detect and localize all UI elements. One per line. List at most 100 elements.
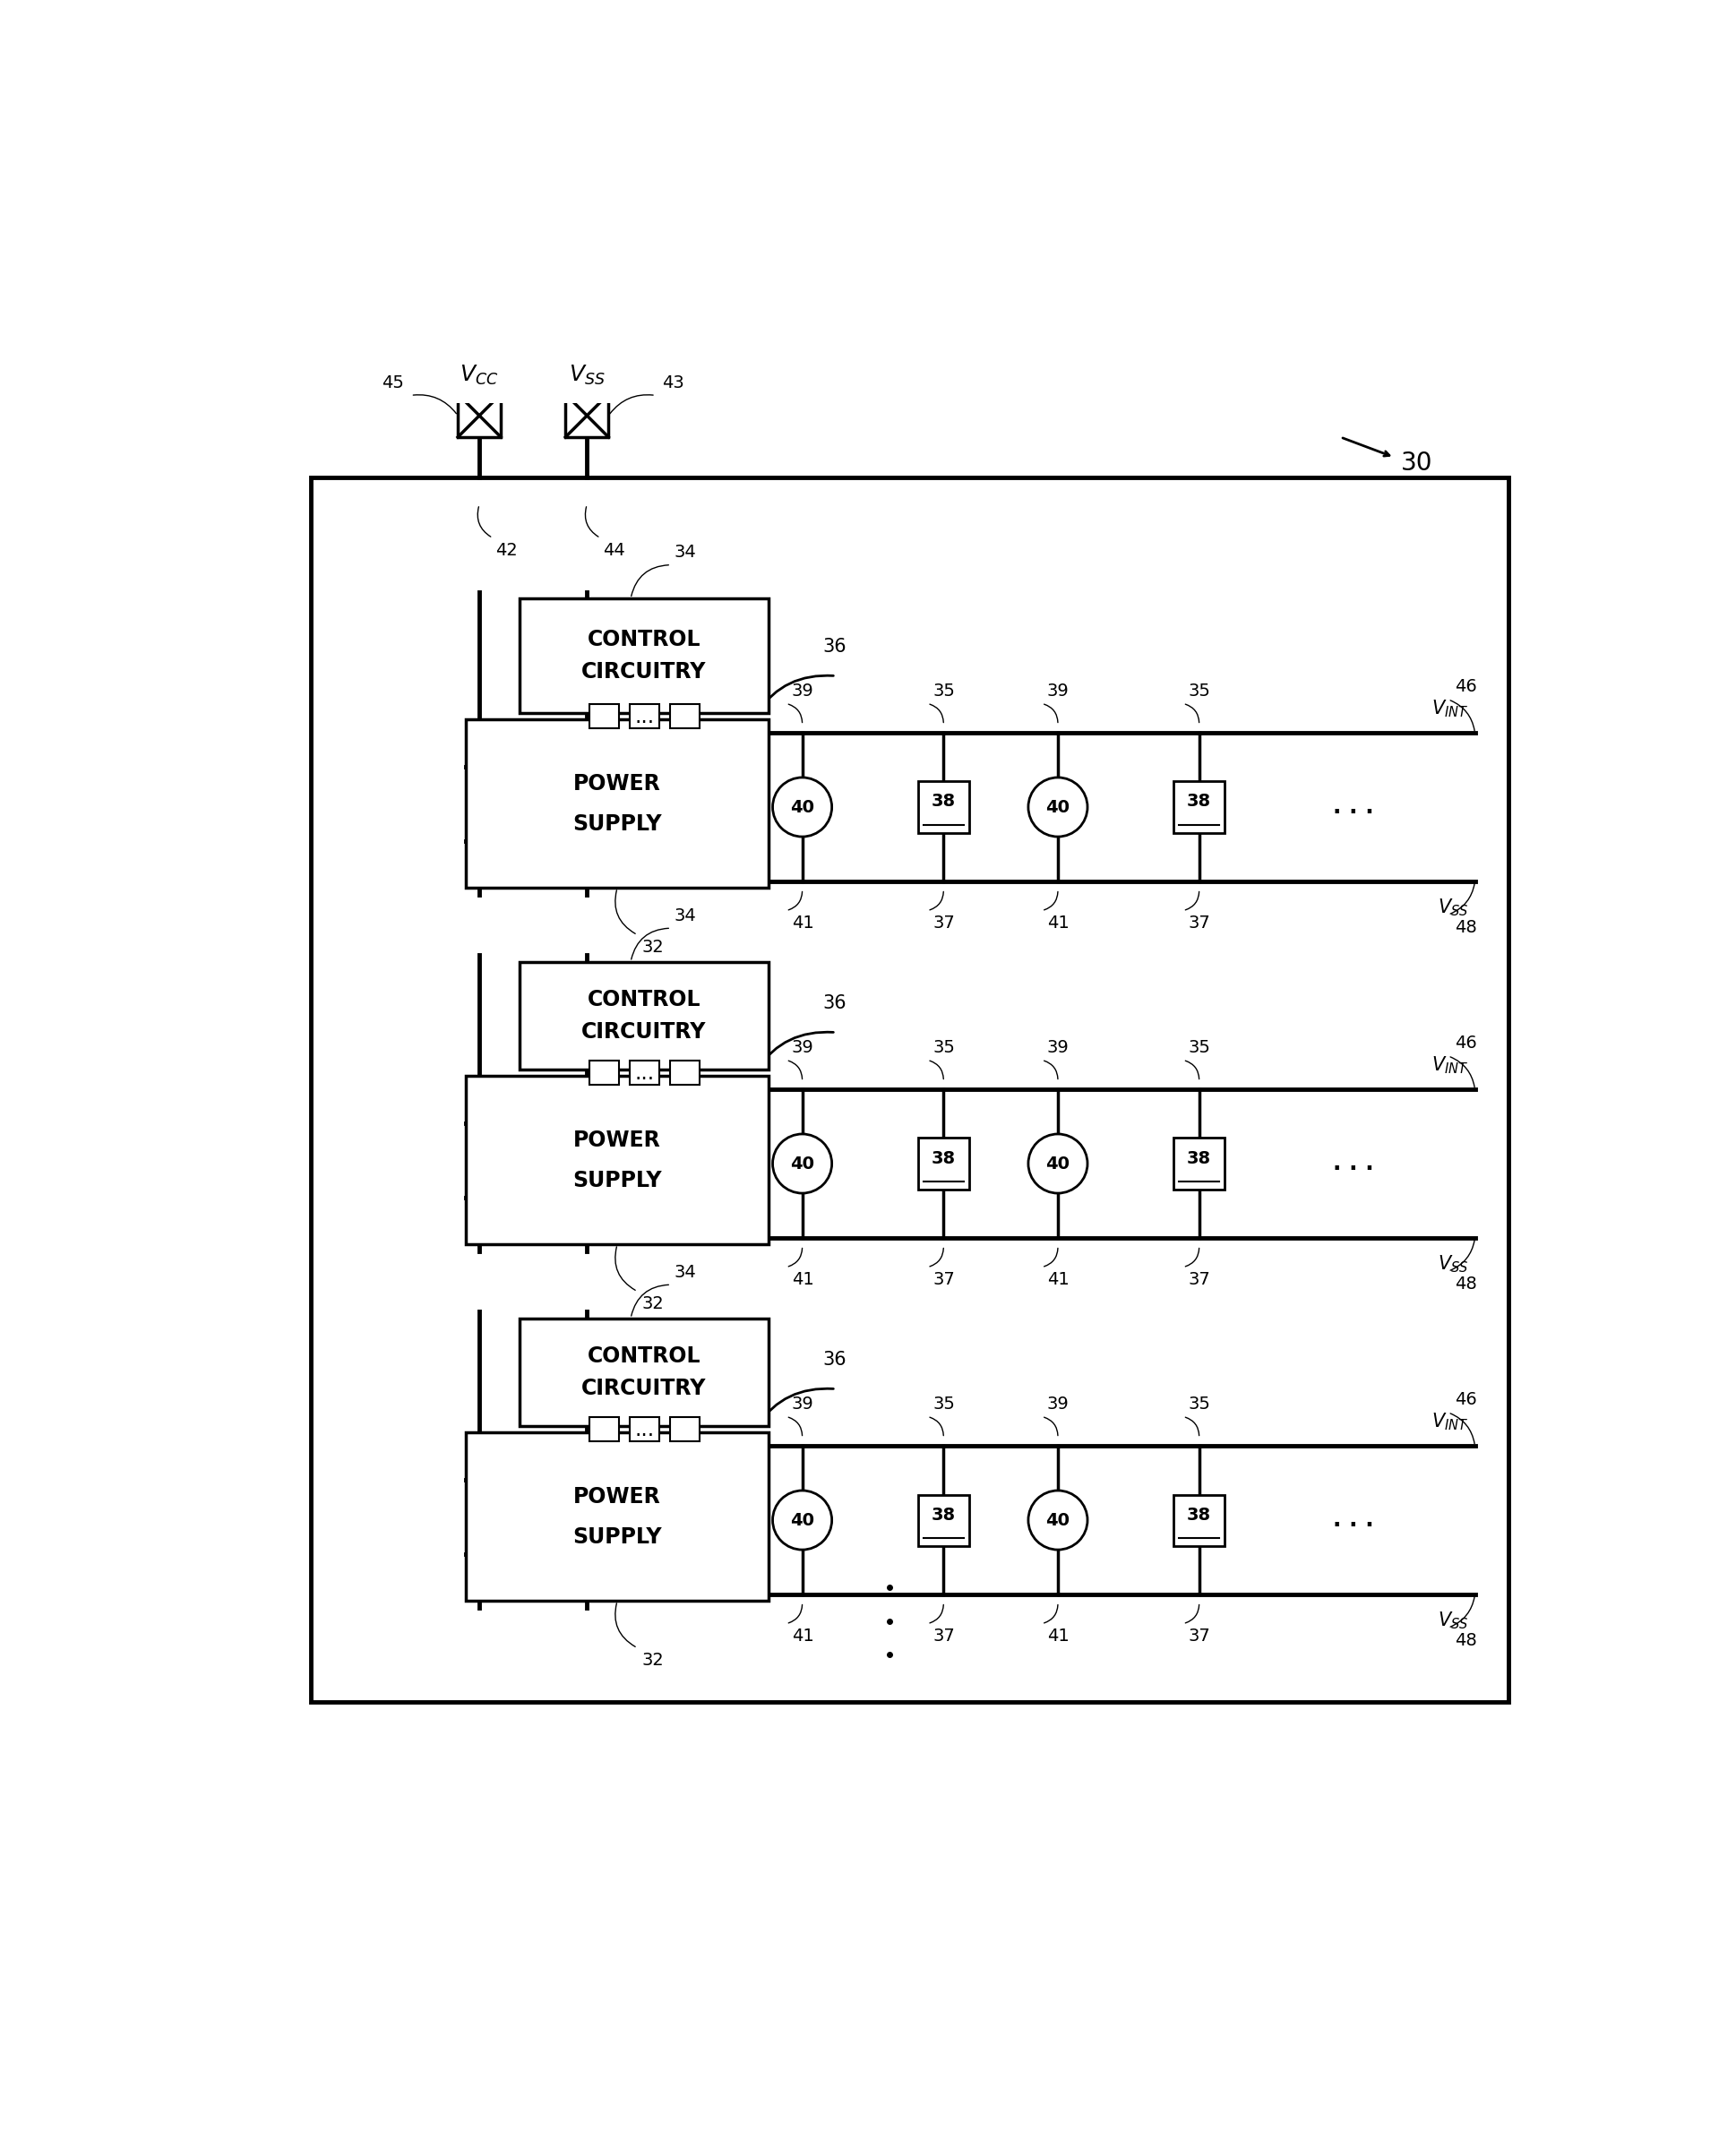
Circle shape bbox=[1028, 1490, 1087, 1549]
Text: $V_{INT}$: $V_{INT}$ bbox=[1430, 1411, 1469, 1432]
Bar bbox=[589, 703, 618, 729]
Text: 37: 37 bbox=[932, 1272, 955, 1289]
Text: POWER: POWER bbox=[573, 774, 661, 795]
Bar bbox=[465, 1076, 769, 1245]
Text: 48: 48 bbox=[1455, 918, 1477, 936]
Text: 38: 38 bbox=[1187, 793, 1212, 810]
Text: 41: 41 bbox=[792, 1628, 814, 1645]
Text: $V_{INT}$: $V_{INT}$ bbox=[1430, 1055, 1469, 1076]
Text: 34: 34 bbox=[674, 543, 696, 560]
Bar bbox=[670, 1061, 700, 1085]
Text: 38: 38 bbox=[1187, 1151, 1212, 1168]
Text: 39: 39 bbox=[792, 1040, 814, 1057]
Text: 40: 40 bbox=[1045, 799, 1069, 816]
Text: $V_{SS}$: $V_{SS}$ bbox=[1437, 1253, 1469, 1274]
Text: 34: 34 bbox=[674, 1264, 696, 1281]
Text: 35: 35 bbox=[932, 1396, 955, 1413]
Text: 38: 38 bbox=[932, 793, 955, 810]
Bar bbox=[670, 703, 700, 729]
Bar bbox=[1174, 1138, 1224, 1189]
Bar bbox=[918, 1138, 969, 1189]
Text: 40: 40 bbox=[790, 1511, 814, 1528]
Text: 39: 39 bbox=[792, 682, 814, 699]
Text: 41: 41 bbox=[792, 1272, 814, 1289]
Text: 30: 30 bbox=[1401, 450, 1432, 475]
Text: 39: 39 bbox=[792, 1396, 814, 1413]
Text: SUPPLY: SUPPLY bbox=[573, 1170, 661, 1191]
Text: 35: 35 bbox=[1189, 1396, 1210, 1413]
Circle shape bbox=[773, 1490, 832, 1549]
Text: 35: 35 bbox=[932, 1040, 955, 1057]
Text: POWER: POWER bbox=[573, 1485, 661, 1507]
Text: 40: 40 bbox=[790, 799, 814, 816]
Text: 39: 39 bbox=[1047, 1040, 1069, 1057]
Text: CONTROL: CONTROL bbox=[587, 989, 701, 1010]
Text: $V_{INT}$: $V_{INT}$ bbox=[1430, 699, 1469, 720]
Circle shape bbox=[1028, 778, 1087, 837]
Text: $V_{SS}$: $V_{SS}$ bbox=[1437, 1611, 1469, 1632]
Bar bbox=[630, 1061, 660, 1085]
Text: . . .: . . . bbox=[1333, 1153, 1373, 1174]
Text: CONTROL: CONTROL bbox=[587, 629, 701, 650]
Text: CONTROL: CONTROL bbox=[587, 1345, 701, 1366]
Text: 40: 40 bbox=[790, 1155, 814, 1172]
Text: 39: 39 bbox=[1047, 1396, 1069, 1413]
Text: 41: 41 bbox=[792, 914, 814, 931]
Text: 43: 43 bbox=[663, 375, 684, 392]
Bar bbox=[589, 1061, 618, 1085]
Text: 35: 35 bbox=[932, 682, 955, 699]
Text: 46: 46 bbox=[1455, 1036, 1477, 1053]
Text: 48: 48 bbox=[1455, 1632, 1477, 1649]
Text: 36: 36 bbox=[823, 1351, 845, 1368]
Text: 46: 46 bbox=[1455, 678, 1477, 695]
Circle shape bbox=[773, 778, 832, 837]
Text: 42: 42 bbox=[495, 541, 517, 558]
Bar bbox=[918, 782, 969, 833]
Text: ...: ... bbox=[634, 1061, 654, 1083]
Text: 35: 35 bbox=[1189, 682, 1210, 699]
Text: 39: 39 bbox=[1047, 682, 1069, 699]
Bar bbox=[630, 1417, 660, 1441]
Text: 35: 35 bbox=[1189, 1040, 1210, 1057]
Text: SUPPLY: SUPPLY bbox=[573, 814, 661, 835]
Text: 37: 37 bbox=[1189, 914, 1210, 931]
Bar bbox=[1174, 1494, 1224, 1545]
Text: 41: 41 bbox=[1047, 1272, 1069, 1289]
Bar bbox=[519, 1319, 769, 1426]
Text: 45: 45 bbox=[382, 375, 404, 392]
Text: 46: 46 bbox=[1455, 1392, 1477, 1409]
Text: 41: 41 bbox=[1047, 914, 1069, 931]
Text: 37: 37 bbox=[1189, 1628, 1210, 1645]
Text: CIRCUITRY: CIRCUITRY bbox=[582, 661, 707, 682]
Bar bbox=[670, 1417, 700, 1441]
Circle shape bbox=[1028, 1134, 1087, 1193]
Text: 48: 48 bbox=[1455, 1274, 1477, 1291]
Text: 36: 36 bbox=[823, 637, 845, 656]
Bar bbox=[465, 720, 769, 889]
Bar bbox=[465, 1432, 769, 1600]
Bar bbox=[519, 961, 769, 1070]
Text: $V_{CC}$: $V_{CC}$ bbox=[460, 364, 498, 388]
Bar bbox=[630, 703, 660, 729]
Text: POWER: POWER bbox=[573, 1129, 661, 1151]
Text: . . .: . . . bbox=[1333, 797, 1373, 818]
Text: 32: 32 bbox=[642, 1296, 663, 1313]
Text: 34: 34 bbox=[674, 908, 696, 925]
Bar bbox=[519, 599, 769, 714]
Bar bbox=[1174, 782, 1224, 833]
Text: 40: 40 bbox=[1045, 1511, 1069, 1528]
Text: 38: 38 bbox=[932, 1151, 955, 1168]
Bar bbox=[589, 1417, 618, 1441]
Text: 37: 37 bbox=[1189, 1272, 1210, 1289]
Text: 44: 44 bbox=[602, 541, 625, 558]
Text: . . .: . . . bbox=[1333, 1509, 1373, 1530]
Text: 38: 38 bbox=[1187, 1507, 1212, 1524]
Text: CIRCUITRY: CIRCUITRY bbox=[582, 1021, 707, 1042]
Bar bbox=[311, 477, 1509, 1703]
Text: 32: 32 bbox=[642, 940, 663, 957]
Text: 32: 32 bbox=[642, 1652, 663, 1669]
Text: 40: 40 bbox=[1045, 1155, 1069, 1172]
Bar bbox=[918, 1494, 969, 1545]
Text: $V_{SS}$: $V_{SS}$ bbox=[569, 364, 606, 388]
Text: ...: ... bbox=[634, 1419, 654, 1441]
